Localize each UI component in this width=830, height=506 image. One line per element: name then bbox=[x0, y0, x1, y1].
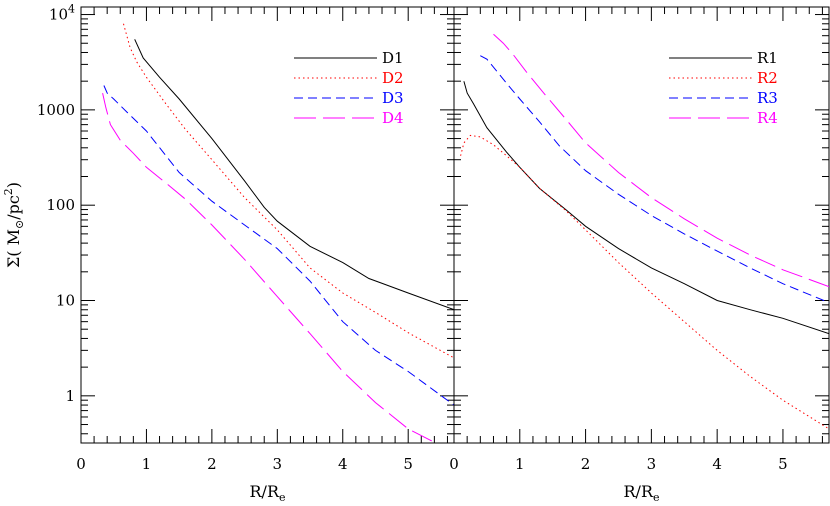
legend-label-r2: R2 bbox=[757, 69, 778, 87]
x-tick-label: 2 bbox=[581, 455, 591, 473]
series-line-r2 bbox=[460, 134, 829, 430]
y-tick-label: 104 bbox=[49, 3, 75, 24]
x-tick-label: 1 bbox=[142, 455, 152, 473]
y-tick-label: 100 bbox=[46, 196, 75, 214]
y-axis-label: Σ( M⊙/pc2) bbox=[2, 182, 26, 268]
x-tick-label: 3 bbox=[273, 455, 283, 473]
legend-label-d1: D1 bbox=[382, 49, 404, 67]
x-tick-label: 1 bbox=[515, 455, 525, 473]
legend-label-r4: R4 bbox=[757, 109, 778, 127]
series-line-d4 bbox=[102, 92, 437, 443]
x-tick-label: 3 bbox=[647, 455, 657, 473]
legend-label-r3: R3 bbox=[757, 89, 778, 107]
legend-label-d3: D3 bbox=[382, 89, 404, 107]
panel-left: 0 1 2 3 4 5 1 10 100 1000 104 R/Re Σ( M⊙/pc2) D1 D2 D3 D… bbox=[2, 3, 455, 504]
legend-label-r1: R1 bbox=[757, 49, 778, 67]
series-line-d3 bbox=[103, 85, 454, 406]
x-tick-label: 4 bbox=[338, 455, 348, 473]
y-tick-label: 1000 bbox=[37, 101, 75, 119]
x-axis-label: R/Re bbox=[250, 482, 286, 504]
y-tick-label: 10 bbox=[56, 292, 75, 310]
legend-label-d4: D4 bbox=[382, 109, 404, 127]
series-line-r3 bbox=[480, 55, 829, 304]
plot-frame bbox=[453, 6, 830, 444]
x-tick-label: 4 bbox=[712, 455, 722, 473]
x-tick-label: 2 bbox=[207, 455, 217, 473]
series-line-r1 bbox=[463, 81, 829, 335]
x-tick-label: 0 bbox=[76, 455, 86, 473]
legend-label-d2: D2 bbox=[382, 69, 404, 87]
x-tick-label: 0 bbox=[449, 455, 459, 473]
x-axis-label: R/Re bbox=[624, 482, 660, 504]
panel-right: 0 1 2 3 4 5 R/Re R1 R2 R3 R4 bbox=[449, 6, 830, 504]
series-line-d2 bbox=[123, 23, 454, 359]
x-tick-label: 5 bbox=[403, 455, 413, 473]
y-tick-label: 1 bbox=[65, 387, 75, 405]
series-line-d1 bbox=[134, 39, 454, 311]
x-tick-label: 5 bbox=[778, 455, 788, 473]
series-line-r4 bbox=[493, 33, 829, 288]
